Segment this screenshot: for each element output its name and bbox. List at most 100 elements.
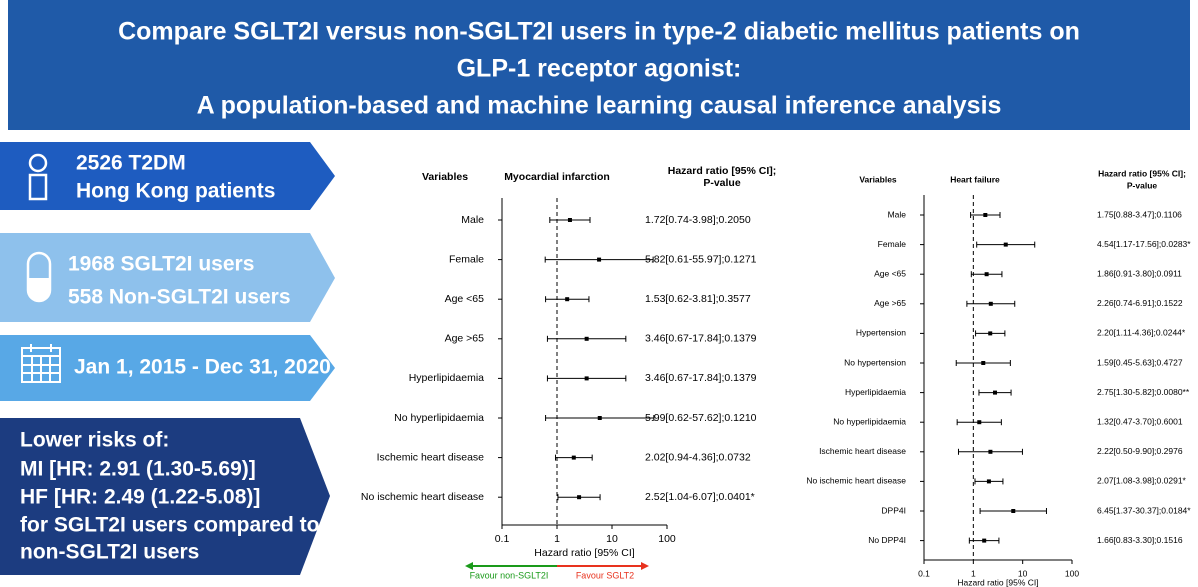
panel-text: 558 Non-SGLT2I users: [68, 286, 291, 309]
estimate-label: 2.75[1.30-5.82];0.0080**: [1097, 387, 1190, 397]
x-tick-label: 0.1: [918, 568, 930, 578]
x-tick-label: 0.1: [495, 533, 510, 545]
panel: [0, 335, 335, 401]
point-estimate: [986, 479, 991, 484]
variable-label: Male: [461, 214, 484, 226]
variable-label: Age <65: [874, 268, 906, 278]
chart-title: Heart failure: [950, 174, 1000, 184]
estimate-label: 3.46[0.67-17.84];0.1379: [645, 372, 757, 384]
estimate-label: 5.99[0.62-57.62];0.1210: [645, 412, 757, 424]
variable-label: Hypertension: [856, 328, 906, 338]
favour-arrowhead: [465, 562, 473, 570]
estimate-label: 1.32[0.47-3.70];0.6001: [1097, 416, 1183, 426]
x-axis-label: Hazard ratio [95% CI]: [957, 577, 1038, 587]
panel: [0, 142, 335, 210]
variable-label: Age <65: [445, 293, 485, 305]
calendar-icon: [21, 344, 61, 383]
point-estimate: [993, 390, 998, 395]
estimate-label: 1.75[0.88-3.47];0.1106: [1097, 209, 1182, 219]
variable-label: No hyperlipidaemia: [394, 412, 484, 424]
column-header: Hazard ratio [95% CI];: [668, 165, 777, 177]
panel-text: Jan 1, 2015 - Dec 31, 2020: [74, 356, 331, 379]
point-estimate: [988, 449, 993, 454]
panel-text: for SGLT2I users compared to: [20, 514, 320, 537]
person-icon: [28, 153, 48, 201]
x-tick-label: 10: [606, 533, 618, 545]
estimate-label: 2.07[1.08-3.98];0.0291*: [1097, 476, 1187, 486]
title-line: GLP-1 receptor agonist:: [457, 55, 742, 83]
variable-label: Hyperlipidaemia: [409, 372, 484, 384]
variable-label: No hyperlipidaemia: [833, 416, 906, 426]
column-header: P-value: [703, 177, 741, 189]
panel-text: 2526 T2DM: [76, 152, 186, 175]
variable-label: Ischemic heart disease: [377, 451, 485, 463]
pill-icon: [26, 251, 52, 303]
title-line: Compare SGLT2I versus non-SGLT2I users i…: [118, 18, 1080, 46]
point-estimate: [977, 420, 982, 425]
x-tick-label: 1: [971, 568, 976, 578]
favour-label: Favour non-SGLT2I: [470, 570, 549, 580]
variable-label: No ischemic heart disease: [806, 476, 906, 486]
column-header: P-value: [1127, 180, 1158, 190]
estimate-label: 1.86[0.91-3.80];0.0911: [1097, 268, 1182, 278]
variable-label: Male: [888, 209, 907, 219]
panel-text: Lower risks of:: [20, 429, 169, 452]
x-axis-label: Hazard ratio [95% CI]: [534, 547, 634, 559]
x-tick-label: 1: [554, 533, 560, 545]
x-tick-label: 100: [658, 533, 676, 545]
variable-label: DPP4I: [881, 505, 906, 515]
estimate-label: 2.22[0.50-9.90];0.2976: [1097, 446, 1183, 456]
favour-arrowhead: [641, 562, 649, 570]
estimate-label: 2.02[0.94-4.36];0.0732: [645, 451, 751, 463]
chart-title: Myocardial infarction: [504, 171, 610, 183]
header-band: [8, 0, 1190, 130]
point-estimate: [577, 495, 582, 500]
point-estimate: [982, 538, 987, 543]
point-estimate: [988, 301, 993, 306]
point-estimate: [1003, 242, 1008, 247]
panel-text: non-SGLT2I users: [20, 541, 199, 564]
variable-label: No DPP4I: [868, 535, 906, 545]
estimate-label: 5.82[0.61-55.97];0.1271: [645, 253, 757, 265]
variable-label: Age >65: [445, 333, 485, 345]
point-estimate: [981, 361, 986, 365]
variable-label: Female: [878, 239, 907, 249]
estimate-label: 4.54[1.17-17.56];0.0283*: [1097, 239, 1191, 249]
estimate-label: 3.46[0.67-17.84];0.1379: [645, 333, 757, 345]
panel-text: Hong Kong patients: [76, 180, 275, 203]
variable-label: Age >65: [874, 298, 906, 308]
panel-text: HF [HR: 2.49 (1.22-5.08)]: [20, 486, 260, 509]
column-header: Variables: [422, 171, 468, 183]
point-estimate: [597, 257, 602, 262]
point-estimate: [571, 455, 576, 460]
panel: [0, 418, 330, 575]
estimate-label: 1.59[0.45-5.63];0.4727: [1097, 357, 1183, 367]
estimate-label: 1.66[0.83-3.30];0.1516: [1097, 535, 1183, 545]
point-estimate: [983, 213, 988, 217]
panel: [0, 233, 335, 322]
x-tick-label: 100: [1065, 568, 1079, 578]
x-tick-label: 10: [1018, 568, 1028, 578]
point-estimate: [584, 376, 589, 381]
point-estimate: [988, 331, 993, 336]
point-estimate: [597, 416, 602, 420]
panel-text: 1968 SGLT2I users: [68, 253, 254, 276]
variable-label: No ischemic heart disease: [361, 491, 484, 503]
estimate-label: 1.72[0.74-3.98];0.2050: [645, 214, 751, 226]
estimate-label: 2.20[1.11-4.36];0.0244*: [1097, 328, 1186, 338]
variable-label: Female: [449, 253, 484, 265]
title-line: A population-based and machine learning …: [197, 92, 1002, 120]
point-estimate: [584, 336, 589, 341]
variable-label: No hypertension: [844, 357, 906, 367]
point-estimate: [565, 297, 570, 302]
column-header: Hazard ratio [95% CI];: [1098, 168, 1186, 178]
estimate-label: 1.53[0.62-3.81];0.3577: [645, 293, 751, 305]
estimate-label: 6.45[1.37-30.37];0.0184*: [1097, 505, 1191, 515]
variable-label: Hyperlipidaemia: [845, 387, 906, 397]
point-estimate: [984, 272, 989, 277]
column-header: Variables: [859, 174, 897, 184]
point-estimate: [567, 218, 572, 222]
panel-text: MI [HR: 2.91 (1.30-5.69)]: [20, 458, 256, 481]
